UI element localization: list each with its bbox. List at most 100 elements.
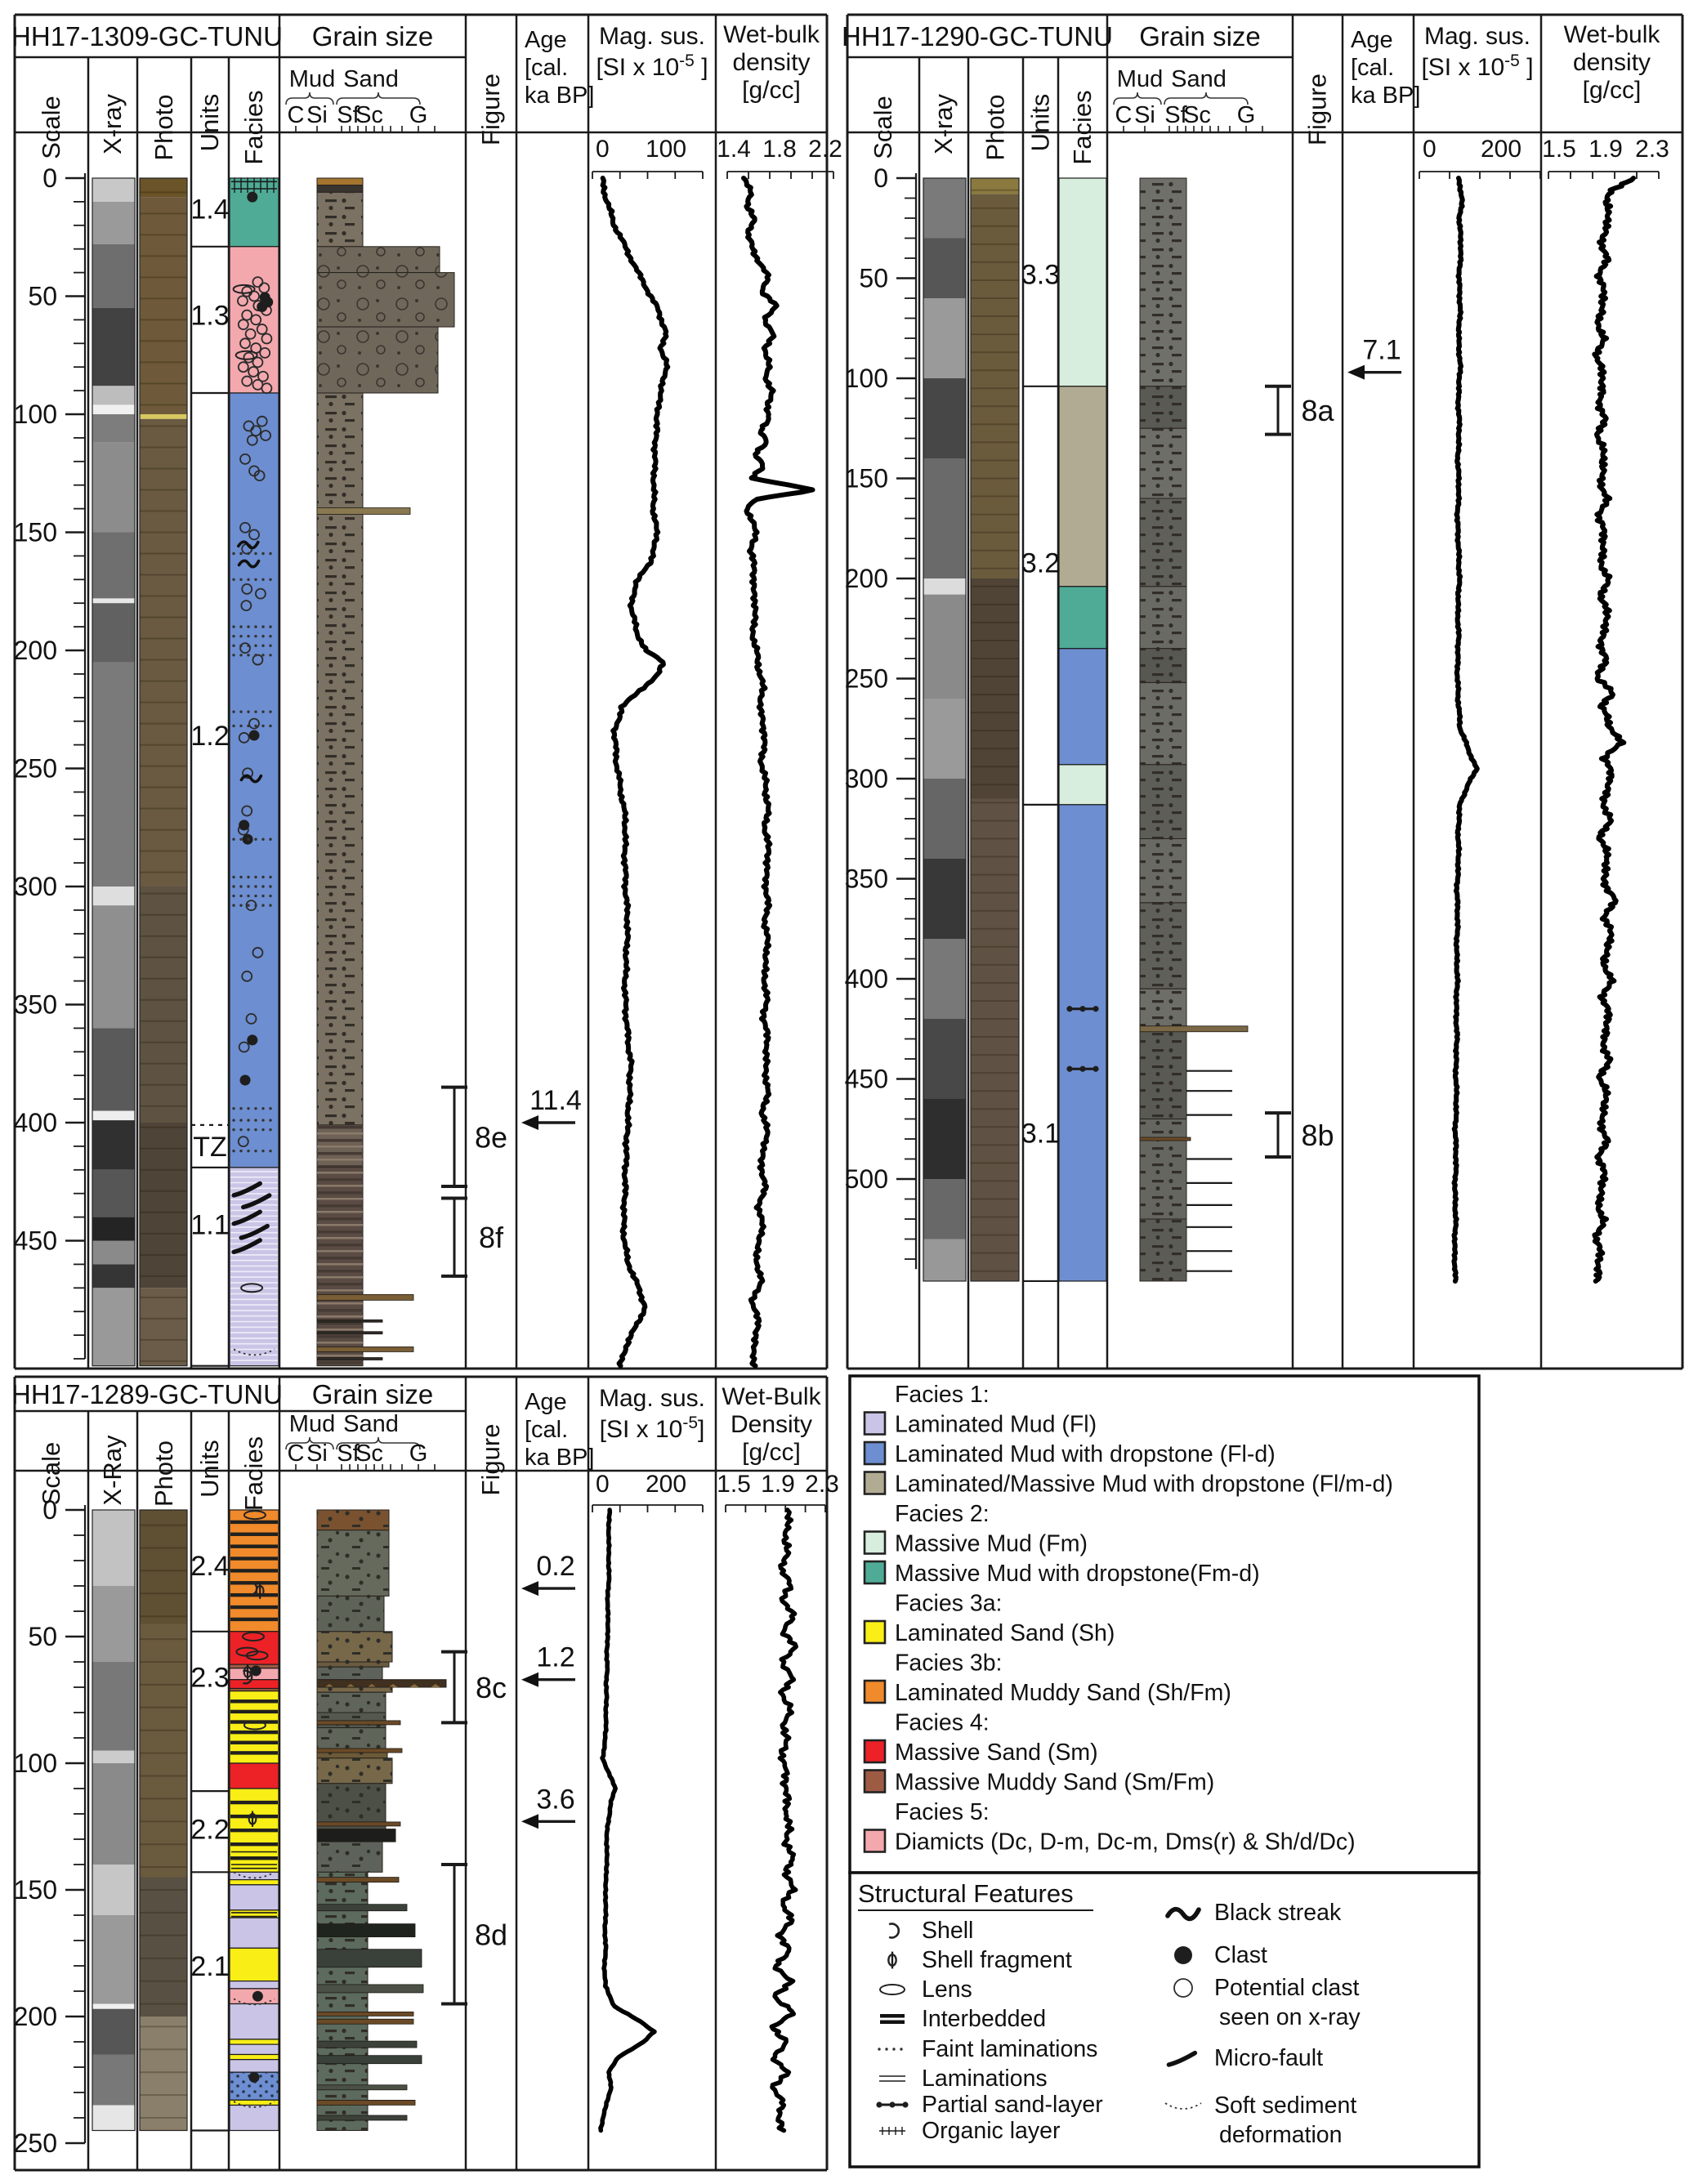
structural-item-label: Interbedded <box>922 2006 1046 2032</box>
potential-clast-icon <box>1173 1978 1193 1998</box>
col-header-xray: X-ray <box>929 93 958 154</box>
xray-image-band <box>92 442 135 533</box>
potential-clast-icon <box>244 328 257 340</box>
facies-block-sh <box>229 1879 279 1886</box>
scale-tick-label: 300 <box>845 764 888 793</box>
faint-laminations-icon <box>261 625 265 628</box>
curve-wet-bulk-density <box>1592 176 1636 1284</box>
photo-image-band <box>140 887 187 1123</box>
photo-image-band <box>971 194 1019 578</box>
grain-protruding-layer <box>316 2040 418 2048</box>
faint-laminations-icon <box>232 578 235 581</box>
soft-sediment-deformation-icon <box>233 2101 275 2108</box>
scale-tick-label: 100 <box>14 400 57 429</box>
grain-size-pattern <box>1140 586 1186 649</box>
faint-laminations-icon <box>232 904 235 907</box>
facies-group-heading: Facies 5: <box>895 1799 990 1825</box>
age-label: 3.6 <box>536 1784 574 1815</box>
faint-laminations-icon <box>269 837 272 841</box>
grain-size-pattern <box>317 1510 389 1530</box>
potential-clast-icon <box>252 947 264 958</box>
structural-item-label: Soft sediment <box>1214 2092 1356 2119</box>
potential-clast-icon <box>248 529 260 541</box>
shell-icon <box>242 1669 253 1685</box>
col-header-scale: Scale <box>37 1442 65 1506</box>
legend-swatch <box>863 1411 887 1436</box>
grain-class-label: Sc <box>355 102 383 128</box>
grain-size-pattern <box>1140 682 1186 765</box>
grain-protruding-layer <box>316 2018 414 2025</box>
grain-class-label: C <box>288 102 305 128</box>
faint-laminations-icon <box>239 634 243 638</box>
grain-size-pattern <box>317 1727 386 1751</box>
photo-image <box>139 1509 188 2132</box>
facies-block-sh <box>229 1947 279 1982</box>
interbedded-icon <box>880 2020 905 2024</box>
col-header-grain-size: Grain size <box>312 21 434 51</box>
clast-icon <box>257 301 268 313</box>
potential-clast-icon <box>241 805 253 817</box>
brace <box>336 92 421 105</box>
clast-icon <box>239 1074 251 1086</box>
col-header-density: Wet-bulk <box>1564 21 1661 48</box>
xray-image-band <box>923 939 966 1019</box>
xray-image-band <box>923 779 966 859</box>
faint-laminations-icon <box>247 904 250 907</box>
magsus-unit-base: [SI x 10 <box>1421 54 1504 81</box>
scale-tick-label: 0 <box>42 163 57 193</box>
soft-sediment-deformation-icon <box>233 1871 275 1879</box>
structural-item-label: Partial sand-layer <box>922 2092 1103 2118</box>
faint-laminations-icon <box>247 654 250 657</box>
density-axis-label: 1.4 <box>717 136 751 163</box>
scale-tick-label: 400 <box>845 964 888 994</box>
grain-protruding-layer <box>316 507 411 515</box>
figure-bracket-label: 8f <box>479 1221 504 1254</box>
faint-laminations-icon <box>254 724 257 728</box>
faint-laminations-icon <box>261 1106 265 1110</box>
scale-tick-label: 50 <box>28 282 57 311</box>
scale-tick-label: 50 <box>28 1622 57 1651</box>
faint-laminations-icon <box>232 552 235 556</box>
scale-tick-label: 350 <box>845 864 888 894</box>
photo-image-band <box>140 1288 187 1366</box>
faint-laminations-icon <box>232 724 235 728</box>
grain-protruding-layer <box>316 1319 383 1323</box>
potential-clast-icon <box>259 346 271 359</box>
faint-laminations-icon <box>239 1149 243 1153</box>
xray-image-band <box>92 1915 135 2004</box>
micro-fault-icon <box>239 1223 270 1240</box>
grain-size-pattern <box>317 1692 386 1713</box>
unit-label: 1.2 <box>190 721 229 752</box>
faint-laminations-icon <box>232 710 235 713</box>
potential-clast-icon <box>241 309 253 321</box>
faint-laminations-icon <box>254 634 257 638</box>
density-axis-label: 1.5 <box>1542 136 1576 163</box>
lens-icon <box>242 1632 265 1641</box>
faint-laminations-icon <box>269 552 272 556</box>
col-header-facies: Facies <box>239 90 268 164</box>
structural-item-label-line2: deformation <box>1219 2122 1343 2148</box>
faint-laminations-icon <box>261 875 265 879</box>
magsus-unit-tail: ] <box>698 1416 704 1443</box>
col-header-scale: Scale <box>869 96 897 159</box>
magsus-unit-sup: -5 <box>679 51 695 70</box>
grain-size-pattern <box>317 1750 387 1758</box>
grain-size-pattern <box>317 1679 446 1687</box>
legend-swatch <box>863 1739 887 1764</box>
col-header-density: Wet-Bulk <box>722 1383 821 1410</box>
partial-sand-layer-icon <box>902 2101 909 2108</box>
legend-swatch <box>863 1471 887 1495</box>
faint-laminations-icon <box>269 710 272 713</box>
faint-laminations-icon <box>885 2048 888 2051</box>
facies-item-label: Laminated Mud with dropstone (Fl-d) <box>895 1441 1276 1467</box>
density-axis-label: 1.8 <box>762 136 797 163</box>
faint-laminations-icon <box>247 644 250 647</box>
grain-class-label: Sf <box>337 102 360 128</box>
col-header-age: Age <box>525 1389 567 1415</box>
figure-bracket-label: 8d <box>475 1918 507 1951</box>
col-header-facies: Facies <box>1068 90 1097 164</box>
potential-clast-icon <box>261 382 273 395</box>
col-header-magsus: Mag. sus. <box>599 1385 705 1412</box>
col-header-figure: Figure <box>476 1424 505 1496</box>
clast-icon <box>247 191 258 203</box>
